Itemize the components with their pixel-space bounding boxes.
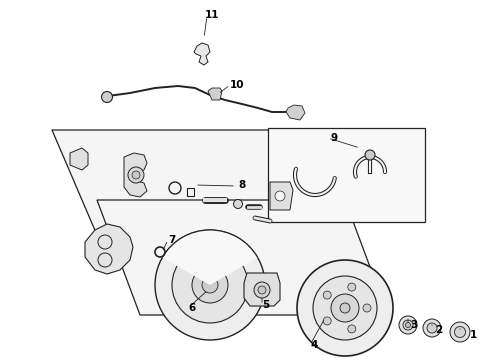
Polygon shape: [286, 105, 305, 120]
Circle shape: [155, 230, 265, 340]
Polygon shape: [97, 200, 388, 315]
Circle shape: [403, 320, 413, 330]
Polygon shape: [70, 148, 88, 170]
Circle shape: [423, 319, 441, 337]
Circle shape: [192, 267, 228, 303]
Circle shape: [128, 167, 144, 183]
Circle shape: [132, 171, 140, 179]
Text: 9: 9: [330, 133, 337, 143]
Circle shape: [331, 294, 359, 322]
Text: 10: 10: [230, 80, 245, 90]
Circle shape: [455, 327, 466, 338]
Circle shape: [323, 317, 331, 325]
Circle shape: [101, 91, 113, 103]
Text: 5: 5: [262, 300, 269, 310]
Circle shape: [254, 282, 270, 298]
Circle shape: [427, 323, 437, 333]
Polygon shape: [194, 43, 210, 65]
Polygon shape: [52, 130, 340, 235]
Circle shape: [323, 291, 331, 299]
Circle shape: [275, 191, 285, 201]
Text: 6: 6: [188, 303, 195, 313]
Polygon shape: [85, 224, 133, 274]
Circle shape: [258, 286, 266, 294]
Text: 2: 2: [435, 325, 442, 335]
Circle shape: [399, 316, 417, 334]
Circle shape: [365, 150, 375, 160]
Text: 8: 8: [238, 180, 245, 190]
Circle shape: [363, 304, 371, 312]
Polygon shape: [124, 153, 147, 197]
Text: 1: 1: [470, 330, 477, 340]
Polygon shape: [270, 182, 293, 210]
Circle shape: [234, 199, 243, 208]
Circle shape: [172, 247, 248, 323]
Text: 3: 3: [410, 320, 417, 330]
Circle shape: [348, 283, 356, 291]
Circle shape: [340, 303, 350, 313]
Text: 11: 11: [205, 10, 220, 20]
Circle shape: [406, 323, 411, 328]
Polygon shape: [268, 128, 425, 222]
Text: 4: 4: [310, 340, 318, 350]
Circle shape: [450, 322, 470, 342]
Circle shape: [313, 276, 377, 340]
Text: 7: 7: [168, 235, 175, 245]
Wedge shape: [162, 230, 258, 285]
Circle shape: [348, 325, 356, 333]
Circle shape: [297, 260, 393, 356]
Polygon shape: [208, 88, 222, 100]
Circle shape: [202, 277, 218, 293]
Polygon shape: [244, 273, 280, 306]
